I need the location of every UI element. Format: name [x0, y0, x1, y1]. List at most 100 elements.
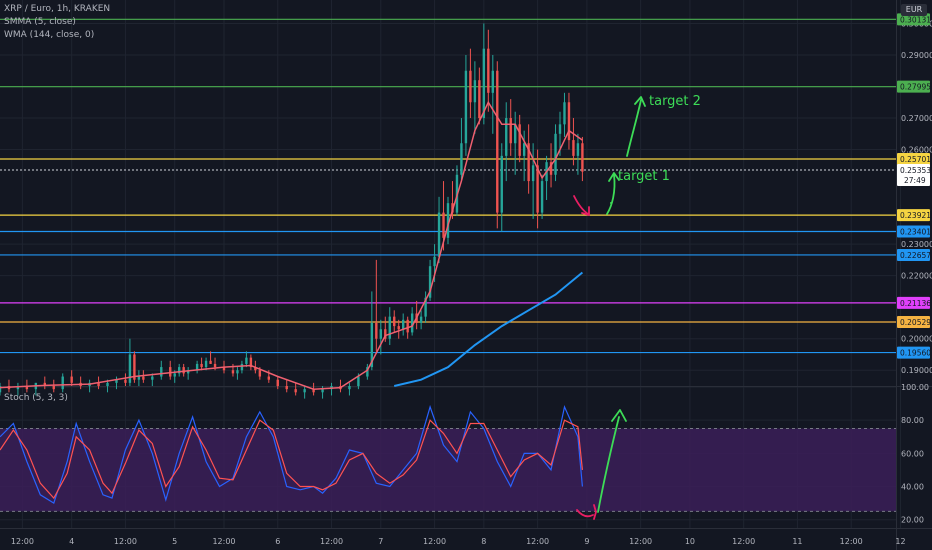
candle-body: [491, 70, 494, 93]
moving-averages: [0, 100, 584, 390]
level-tag-bg: [897, 296, 930, 309]
candle-body: [424, 297, 427, 317]
candle-body: [195, 363, 199, 371]
candle-body: [482, 48, 486, 119]
candle: [428, 259, 432, 301]
stoch-up-arrow: [597, 416, 620, 513]
candle: [460, 118, 463, 182]
candle: [567, 92, 571, 150]
level-tag-bg: [897, 316, 930, 329]
candle-body: [258, 370, 262, 377]
target1-arrow: [606, 174, 616, 215]
candle-body: [357, 376, 360, 386]
candle-body: [514, 124, 517, 144]
price-tick-label: 0.22000: [901, 272, 932, 281]
stoch-down-arrow: [576, 509, 594, 518]
candle-body: [433, 256, 436, 267]
candle-body: [419, 316, 423, 323]
candle-body: [509, 118, 512, 144]
candle-body: [384, 329, 387, 339]
candle-body: [124, 379, 127, 383]
level-price-tag[interactable]: 0.25701: [897, 152, 931, 165]
candle: [514, 111, 517, 175]
candle-body: [151, 376, 154, 380]
candle-body: [536, 165, 539, 213]
smma-line: [0, 100, 583, 390]
down-arrow: [573, 195, 589, 215]
level-price-tag[interactable]: 0.20529: [897, 316, 931, 329]
candle-body: [505, 118, 508, 156]
level-price-tag[interactable]: 0.27995: [897, 80, 931, 93]
stoch-up-arrow-head: [611, 409, 627, 422]
candle-body: [469, 70, 472, 103]
candle: [531, 143, 535, 219]
candle-body: [563, 102, 566, 125]
stoch-k-line: [0, 404, 583, 505]
level-tag-bg: [897, 209, 930, 222]
candle: [581, 136, 584, 182]
candle-body: [581, 143, 584, 172]
time-tick-label: 4: [69, 537, 74, 546]
candle-body: [186, 370, 190, 374]
candle-body: [160, 367, 163, 377]
price-tick-label: 0.29000: [901, 51, 932, 60]
candle: [245, 351, 248, 368]
time-tick-label: 12:00: [526, 537, 549, 546]
level-tag-bg: [897, 80, 930, 93]
candle: [16, 382, 20, 396]
currency-badge[interactable]: EUR: [901, 4, 927, 16]
candle: [330, 382, 333, 396]
candle: [303, 386, 306, 399]
candle-body: [554, 133, 557, 175]
candle: [554, 124, 557, 182]
candle-body: [446, 203, 450, 238]
candle-body: [213, 363, 217, 368]
candlesticks: [0, 23, 584, 399]
level-price-tag[interactable]: 0.22657: [897, 248, 931, 261]
candle-body: [500, 155, 503, 213]
down-arrow-head: [581, 206, 590, 216]
level-price-tag[interactable]: 0.23401: [897, 225, 931, 238]
chart-title: XRP / Euro, 1h, KRAKEN: [4, 4, 111, 14]
level-price-tag[interactable]: 0.19560: [897, 346, 931, 359]
candle: [366, 363, 369, 380]
candle-body: [245, 357, 248, 364]
support-resistance-lines[interactable]: [0, 18, 896, 354]
candle: [518, 114, 521, 163]
level-price-tag[interactable]: 0.23921: [897, 209, 931, 222]
candle-body: [142, 376, 145, 380]
candle-body: [43, 382, 46, 386]
level-price-tag[interactable]: 0.30131: [897, 13, 931, 26]
candle: [469, 48, 472, 119]
candle-body: [178, 367, 181, 374]
candle: [52, 379, 55, 393]
candle-body: [169, 367, 172, 377]
time-tick-label: 12:00: [732, 537, 755, 546]
candle-body: [128, 354, 132, 383]
time-tick-label: 12:00: [423, 537, 446, 546]
candle: [527, 124, 530, 194]
candle-body: [576, 143, 580, 156]
level-price-tag[interactable]: 0.21136: [897, 296, 931, 309]
candle: [178, 363, 181, 377]
stochastic-panel: [0, 404, 896, 512]
candle-body: [133, 354, 136, 380]
candle-body: [393, 316, 396, 327]
price-tick-label: 0.26000: [901, 146, 932, 155]
candle: [424, 291, 427, 323]
target2-label: target 2: [649, 94, 701, 109]
candle-body: [97, 382, 100, 386]
candle-body: [254, 367, 257, 371]
candle-body: [496, 70, 499, 213]
price-tick-label: 0.19000: [901, 366, 932, 375]
candle: [402, 313, 405, 336]
candle: [482, 23, 486, 125]
candle-body: [240, 363, 244, 371]
candle: [186, 367, 190, 380]
stoch-label: Stoch (5, 3, 3): [4, 393, 68, 403]
candle-body: [249, 357, 253, 368]
candle-body: [558, 124, 562, 134]
candle-body: [231, 370, 235, 374]
candle-body: [379, 329, 382, 339]
